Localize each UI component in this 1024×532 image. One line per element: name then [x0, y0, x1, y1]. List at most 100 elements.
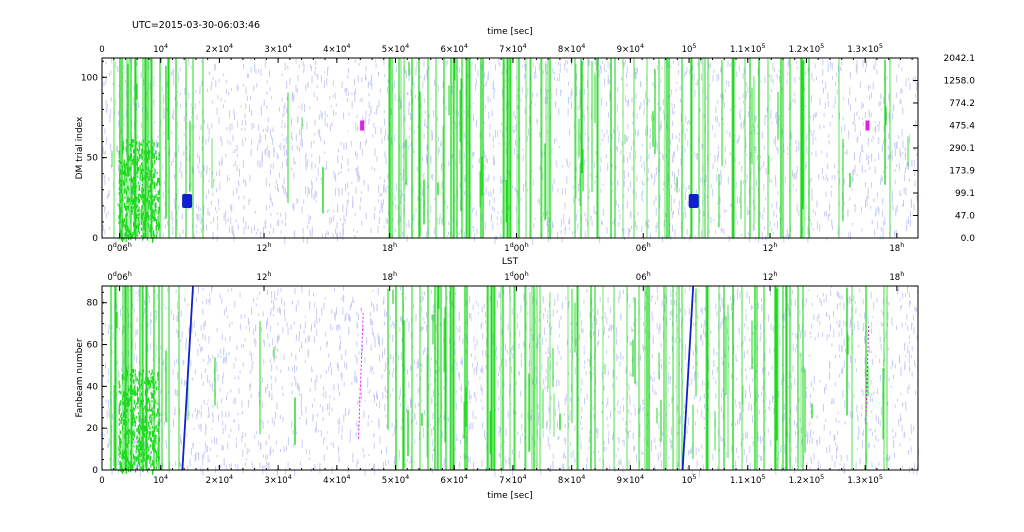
noise-dot: [236, 437, 237, 441]
noise-dot: [891, 155, 893, 159]
rfi-dot: [125, 213, 127, 219]
noise-dot: [843, 463, 845, 467]
noise-dot: [894, 363, 896, 369]
noise-dot: [586, 219, 588, 227]
noise-dot: [238, 424, 240, 431]
noise-dot: [150, 389, 152, 393]
noise-dot: [276, 365, 278, 370]
noise-dot: [593, 315, 595, 322]
rfi-dot: [135, 174, 137, 178]
noise-dot: [558, 320, 560, 328]
rfi-dot: [149, 205, 152, 210]
noise-dot: [331, 217, 333, 223]
noise-dot: [895, 230, 897, 237]
noise-dot: [217, 465, 219, 468]
noise-dot: [762, 369, 764, 374]
noise-dot: [485, 467, 486, 471]
noise-dot: [555, 383, 557, 387]
noise-dot: [724, 354, 726, 357]
noise-dot: [589, 60, 591, 67]
noise-dot: [625, 420, 627, 426]
rfi-dot: [133, 183, 135, 189]
noise-dot: [242, 362, 244, 367]
noise-dot: [405, 223, 407, 227]
noise-dot: [108, 443, 109, 448]
noise-dot: [484, 311, 486, 317]
noise-dot: [543, 211, 544, 217]
rfi-dot: [118, 215, 120, 220]
noise-dot: [252, 298, 254, 303]
noise-dot: [816, 221, 818, 230]
noise-dot: [351, 382, 353, 385]
rfi-dot: [128, 201, 130, 208]
noise-dot: [253, 338, 255, 344]
noise-dot: [404, 182, 406, 190]
noise-dot: [192, 224, 193, 228]
noise-dot: [432, 132, 434, 141]
noise-dot: [898, 163, 900, 171]
noise-dot: [809, 331, 811, 335]
noise-dot: [415, 67, 417, 76]
noise-dot: [496, 300, 498, 308]
noise-dot: [559, 146, 560, 148]
noise-dot: [461, 356, 463, 365]
noise-dot: [498, 365, 500, 372]
noise-dot: [775, 181, 777, 187]
noise-dot: [783, 403, 785, 411]
noise-dot: [354, 370, 356, 377]
noise-dot: [135, 439, 137, 446]
noise-dot: [834, 175, 836, 181]
noise-dot: [283, 301, 285, 307]
noise-dot: [607, 135, 609, 143]
noise-dot: [218, 78, 220, 83]
rfi-dot: [126, 211, 128, 215]
noise-dot: [624, 94, 626, 101]
noise-dot: [258, 138, 260, 145]
noise-dot: [327, 66, 329, 70]
noise-dot: [748, 106, 750, 110]
noise-dot: [183, 116, 185, 122]
noise-dot: [828, 134, 830, 139]
noise-dot: [363, 119, 365, 124]
noise-dot: [371, 82, 373, 90]
noise-dot: [283, 185, 285, 194]
noise-dot: [720, 94, 722, 98]
noise-dot: [371, 166, 373, 170]
noise-dot: [663, 113, 665, 121]
noise-dot: [359, 99, 361, 102]
noise-dot: [762, 399, 764, 403]
noise-dot: [208, 354, 210, 362]
noise-dot: [338, 171, 340, 176]
rfi-dot: [153, 153, 155, 159]
noise-dot: [849, 87, 851, 95]
noise-dot: [837, 170, 839, 173]
noise-dot: [860, 207, 862, 213]
noise-dot: [118, 428, 120, 436]
noise-dot: [420, 376, 422, 381]
noise-dot: [880, 93, 882, 99]
noise-dot: [154, 290, 156, 293]
noise-dot: [190, 103, 192, 107]
noise-dot: [321, 75, 322, 83]
noise-dot: [289, 78, 291, 85]
noise-dot: [887, 347, 889, 351]
noise-dot: [317, 129, 319, 135]
noise-dot: [888, 377, 890, 382]
noise-dot: [494, 236, 496, 244]
noise-dot: [579, 99, 581, 105]
noise-dot: [151, 319, 153, 323]
noise-dot: [295, 354, 297, 361]
noise-dot: [678, 207, 680, 216]
noise-dot: [579, 133, 581, 142]
noise-dot: [261, 151, 263, 160]
noise-dot: [729, 131, 731, 138]
noise-dot: [421, 363, 423, 368]
rfi-dot: [148, 149, 150, 155]
noise-dot: [488, 355, 490, 358]
noise-dot: [324, 297, 326, 300]
noise-dot: [298, 385, 300, 392]
noise-dot: [432, 305, 434, 314]
noise-dot: [273, 420, 275, 427]
rfi-dot: [132, 139, 134, 142]
noise-dot: [398, 450, 400, 457]
